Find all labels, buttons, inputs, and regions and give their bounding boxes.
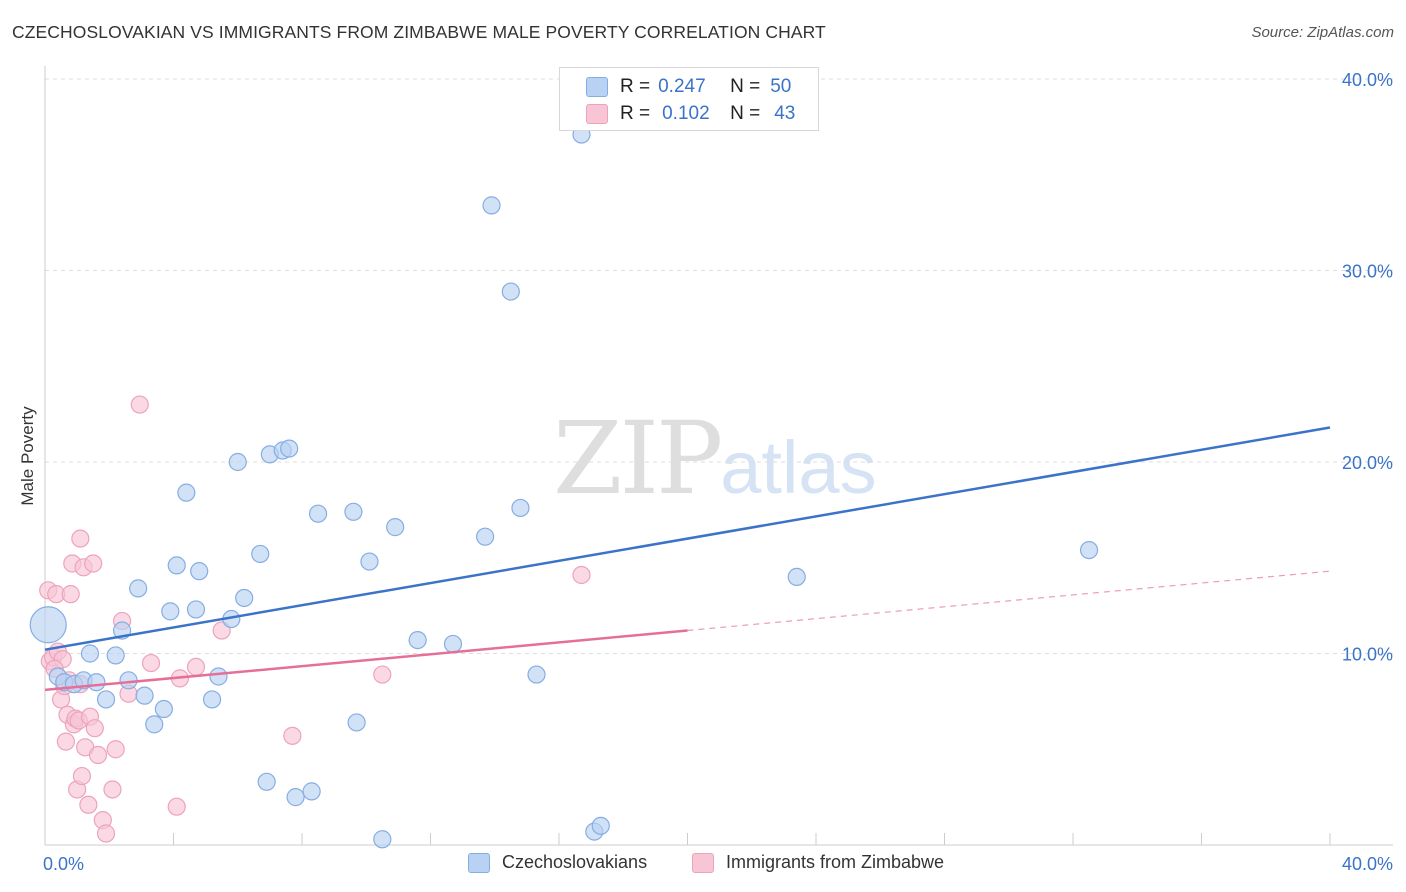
x-tick-label: 0.0%	[43, 854, 84, 874]
data-point	[347, 713, 366, 732]
data-point	[476, 527, 495, 546]
data-point	[72, 766, 92, 786]
watermark-zip: ZIP	[553, 400, 723, 517]
y-tick-label: 30.0%	[1342, 262, 1393, 282]
data-point	[154, 699, 173, 719]
data-point	[88, 745, 108, 765]
data-point	[161, 602, 180, 621]
trend-line-czechoslovakians	[44, 426, 1331, 651]
trend-lines	[44, 426, 1331, 692]
data-point	[145, 715, 164, 734]
legend-r-value: 0.102	[662, 103, 710, 124]
data-point	[141, 653, 161, 673]
watermark: ZIPatlas	[553, 400, 877, 517]
data-point	[186, 600, 206, 619]
data-point	[373, 830, 392, 849]
legend-n-label: N =	[730, 103, 761, 124]
data-point	[443, 634, 463, 654]
data-point	[167, 797, 186, 816]
data-point	[787, 567, 806, 587]
legend-row-czechoslovakians: R = 0.247 N = 50	[586, 74, 791, 100]
data-point	[85, 719, 104, 738]
data-point	[177, 483, 196, 502]
data-point	[209, 667, 228, 686]
data-point	[79, 795, 98, 814]
data-point	[71, 529, 90, 548]
watermark-atlas: atlas	[720, 426, 877, 509]
legend-swatch-blue	[586, 77, 608, 97]
legend-swatch-pink	[586, 104, 608, 124]
series-czechoslovakians-points	[29, 125, 1099, 849]
legend-row-zimbabwe: R = 0.102 N = 43	[586, 101, 795, 127]
y-tick-label: 20.0%	[1342, 453, 1393, 473]
data-point	[482, 196, 501, 215]
data-point	[135, 686, 154, 705]
source-label: Source: ZipAtlas.com	[1251, 24, 1394, 41]
data-point	[308, 504, 328, 523]
axes	[44, 66, 1393, 846]
series-zimbabwe-points	[39, 395, 591, 843]
data-point	[29, 606, 67, 644]
legend-n-label: N =	[730, 76, 761, 97]
chart-title: CZECHOSLOVAKIAN VS IMMIGRANTS FROM ZIMBA…	[12, 22, 826, 42]
data-point	[167, 556, 186, 575]
data-point	[360, 552, 379, 571]
data-point	[280, 439, 299, 458]
data-point	[373, 665, 392, 684]
data-point	[61, 585, 80, 604]
legend-r-label: R =	[620, 76, 651, 97]
data-point	[1079, 540, 1099, 560]
data-point	[202, 690, 222, 709]
data-point	[251, 544, 270, 564]
tick-labels: 10.0% 20.0% 30.0% 40.0% 0.0% 40.0%	[43, 70, 1393, 874]
data-point	[257, 772, 276, 791]
data-point	[572, 565, 591, 585]
data-point	[591, 816, 610, 835]
data-point	[56, 732, 75, 751]
data-point	[386, 518, 405, 537]
data-point	[106, 646, 125, 665]
data-point	[130, 395, 149, 414]
data-point	[190, 562, 209, 581]
legend-item-label: Czechoslovakians	[502, 852, 648, 872]
data-point	[228, 452, 247, 472]
data-point	[302, 782, 321, 801]
data-point	[286, 788, 305, 807]
legend-item-label: Immigrants from Zimbabwe	[726, 852, 945, 872]
legend-n-value: 43	[774, 103, 796, 124]
legend-n-value: 50	[770, 76, 792, 97]
data-point	[129, 579, 148, 598]
data-point	[103, 780, 122, 799]
data-point	[119, 671, 138, 690]
legend-r-label: R =	[620, 103, 651, 124]
legend-swatch-blue	[468, 852, 490, 873]
data-point	[511, 498, 530, 518]
y-tick-label: 40.0%	[1342, 70, 1393, 90]
trend-line-zimbabwe-extrapolated	[687, 570, 1331, 632]
data-point	[408, 630, 427, 650]
data-point	[235, 588, 254, 608]
data-point	[87, 673, 106, 692]
data-point	[84, 554, 103, 573]
data-point	[106, 740, 125, 759]
legend-swatch-pink	[692, 852, 714, 873]
data-point	[96, 690, 116, 709]
stats-legend: R = 0.247 N = 50 R = 0.102 N = 43	[559, 67, 819, 131]
data-point	[80, 644, 100, 663]
data-point	[501, 282, 520, 301]
legend-r-value: 0.247	[658, 76, 706, 97]
legend-item-czechoslovakians[interactable]: Czechoslovakians	[468, 852, 647, 873]
data-point	[186, 657, 206, 677]
legend-item-zimbabwe[interactable]: Immigrants from Zimbabwe	[692, 852, 944, 873]
data-point	[283, 726, 302, 745]
x-tick-label: 40.0%	[1342, 854, 1393, 874]
data-point	[344, 502, 363, 521]
y-tick-label: 10.0%	[1342, 645, 1393, 665]
trend-line-zimbabwe	[44, 629, 688, 692]
series-legend: Czechoslovakians Immigrants from Zimbabw…	[0, 852, 1406, 876]
data-point	[527, 665, 546, 684]
data-point	[96, 824, 116, 843]
grid-lines	[45, 78, 1393, 654]
